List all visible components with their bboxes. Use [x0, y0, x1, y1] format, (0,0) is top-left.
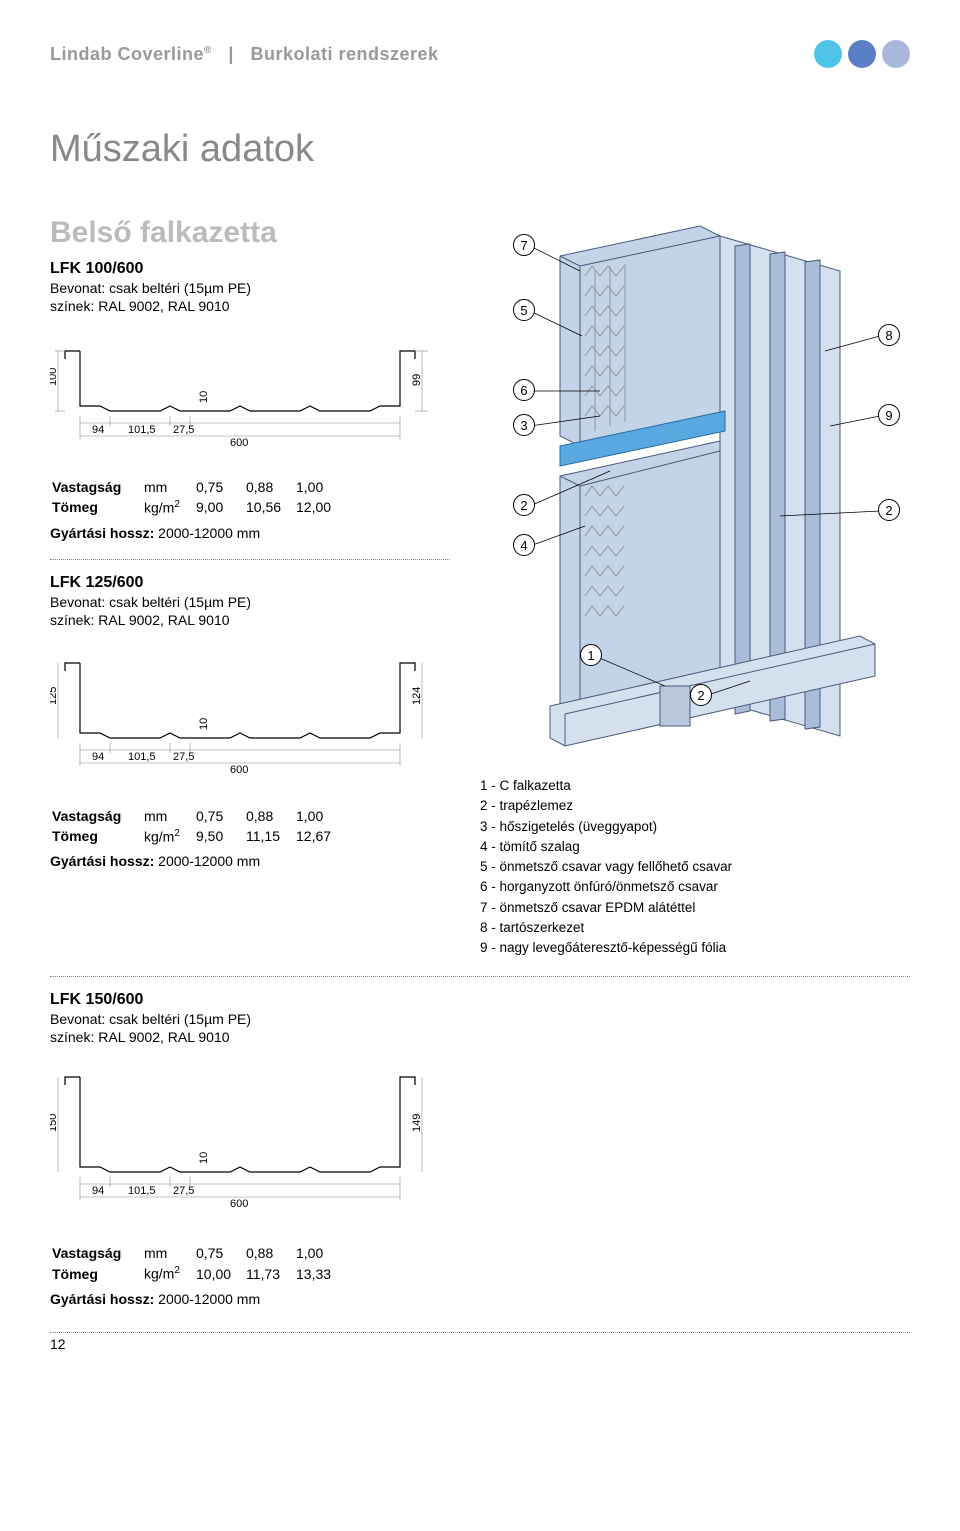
page-title: Műszaki adatok	[50, 128, 910, 171]
svg-text:94: 94	[92, 424, 104, 436]
legend-item: 4 - tömítő szalag	[480, 837, 910, 857]
callout-7: 7	[513, 234, 535, 256]
length-spec: Gyártási hossz: 2000-12000 mm	[50, 853, 450, 869]
svg-text:600: 600	[230, 1198, 248, 1210]
header-divider: |	[228, 44, 234, 64]
svg-text:94: 94	[92, 1185, 104, 1197]
svg-text:10: 10	[198, 391, 210, 403]
divider	[50, 1332, 910, 1333]
dot-2	[848, 40, 876, 68]
legend-item: 5 - önmetsző csavar vagy fellőhető csava…	[480, 857, 910, 877]
svg-text:101,5: 101,5	[128, 424, 156, 436]
spec-table: Vastagság mm 0,75 0,88 1,00 Tömeg kg/m2 …	[50, 805, 346, 848]
callout-9: 9	[878, 404, 900, 426]
product-lfk125: LFK 125/600 Bevonat: csak beltéri (15µm …	[50, 574, 450, 870]
svg-text:149: 149	[411, 1114, 423, 1132]
product-colors: színek: RAL 9002, RAL 9010	[50, 1029, 470, 1045]
callout-6: 6	[513, 379, 535, 401]
spec-table: Vastagság mm 0,75 0,88 1,00 Tömeg kg/m2 …	[50, 1242, 346, 1285]
svg-text:100: 100	[50, 368, 59, 386]
profile-drawing-100: 94 101,5 27,5 600 10 100 99	[50, 331, 450, 451]
product-lfk100: LFK 100/600 Bevonat: csak beltéri (15µm …	[50, 260, 450, 541]
dot-3	[882, 40, 910, 68]
svg-text:600: 600	[230, 764, 248, 776]
svg-text:94: 94	[92, 751, 104, 763]
legend-item: 1 - C falkazetta	[480, 776, 910, 796]
legend-item: 6 - horganyzott önfúró/önmetsző csavar	[480, 877, 910, 897]
svg-text:101,5: 101,5	[128, 751, 156, 763]
product-coat: Bevonat: csak beltéri (15µm PE)	[50, 594, 450, 610]
product-coat: Bevonat: csak beltéri (15µm PE)	[50, 280, 450, 296]
profile-drawing-125: 94 101,5 27,5 600 10 125 124	[50, 645, 450, 780]
legend-item: 8 - tartószerkezet	[480, 918, 910, 938]
product-coat: Bevonat: csak beltéri (15µm PE)	[50, 1011, 470, 1027]
callout-5: 5	[513, 299, 535, 321]
callout-2c: 2	[878, 499, 900, 521]
product-name: LFK 100/600	[50, 260, 450, 278]
legend-item: 3 - hőszigetelés (üveggyapot)	[480, 817, 910, 837]
page-number: 12	[50, 1336, 66, 1352]
svg-text:124: 124	[411, 686, 423, 704]
svg-text:101,5: 101,5	[128, 1185, 156, 1197]
reg-mark: ®	[204, 45, 212, 56]
legend-list: 1 - C falkazetta 2 - trapézlemez 3 - hős…	[480, 776, 910, 958]
callout-2b: 2	[690, 684, 712, 706]
product-name: LFK 150/600	[50, 991, 470, 1009]
spec-table: Vastagság mm 0,75 0,88 1,00 Tömeg kg/m2 …	[50, 476, 346, 519]
callout-3: 3	[513, 414, 535, 436]
dot-1	[814, 40, 842, 68]
callout-2: 2	[513, 494, 535, 516]
length-spec: Gyártási hossz: 2000-12000 mm	[50, 1291, 470, 1307]
svg-text:10: 10	[198, 1152, 210, 1164]
header-category: Burkolati rendszerek	[250, 44, 438, 64]
product-colors: színek: RAL 9002, RAL 9010	[50, 298, 450, 314]
svg-text:99: 99	[411, 374, 423, 386]
header-dots	[814, 40, 910, 68]
svg-text:27,5: 27,5	[173, 424, 194, 436]
svg-text:10: 10	[198, 717, 210, 729]
legend-item: 7 - önmetsző csavar EPDM alátéttel	[480, 898, 910, 918]
section-title: Belső falkazetta	[50, 216, 450, 250]
divider	[50, 559, 450, 560]
product-lfk150: LFK 150/600 Bevonat: csak beltéri (15µm …	[50, 991, 470, 1307]
length-spec: Gyártási hossz: 2000-12000 mm	[50, 525, 450, 541]
svg-text:27,5: 27,5	[173, 1185, 194, 1197]
svg-text:125: 125	[50, 686, 59, 704]
divider	[50, 976, 910, 977]
isometric-diagram: 7 5 6 3 2 4 1 2 8 9 2	[480, 216, 910, 756]
page-header: Lindab Coverline® | Burkolati rendszerek	[50, 40, 910, 68]
svg-text:150: 150	[50, 1114, 59, 1132]
product-colors: színek: RAL 9002, RAL 9010	[50, 612, 450, 628]
svg-text:27,5: 27,5	[173, 751, 194, 763]
callout-4: 4	[513, 534, 535, 556]
product-name: LFK 125/600	[50, 574, 450, 592]
legend-item: 9 - nagy levegőáteresztő-képességű fólia	[480, 938, 910, 958]
brand: Lindab Coverline	[50, 44, 204, 64]
profile-drawing-150: 94 101,5 27,5 600 10 150 149	[50, 1062, 450, 1217]
svg-text:600: 600	[230, 437, 248, 449]
header-text: Lindab Coverline® | Burkolati rendszerek	[50, 44, 439, 65]
callout-8: 8	[878, 324, 900, 346]
callout-1: 1	[580, 644, 602, 666]
legend-item: 2 - trapézlemez	[480, 796, 910, 816]
